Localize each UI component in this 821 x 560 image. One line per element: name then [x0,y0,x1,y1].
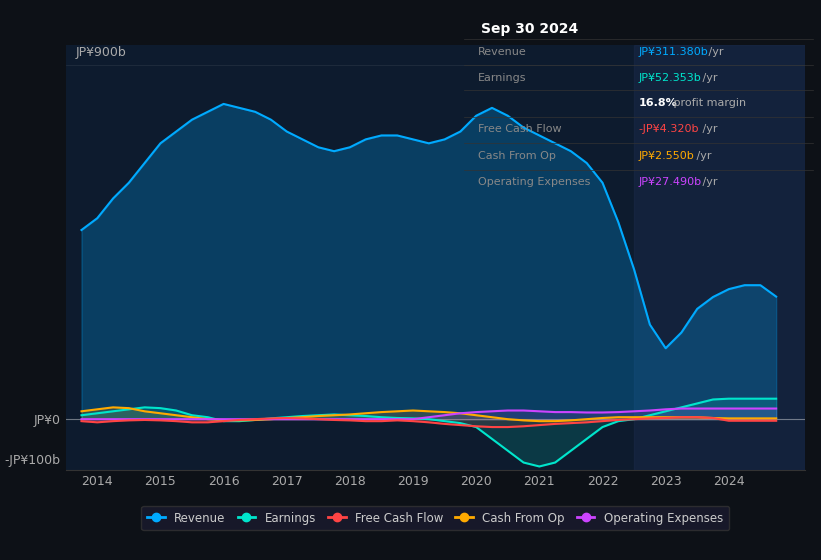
Bar [634,45,805,470]
Text: Sep 30 2024: Sep 30 2024 [481,22,579,36]
Text: /yr: /yr [699,178,718,187]
Text: /yr: /yr [699,124,718,134]
Text: JP¥311.380b: JP¥311.380b [639,47,708,57]
Text: /yr: /yr [694,151,712,161]
Text: Revenue: Revenue [478,47,526,57]
Text: profit margin: profit margin [670,98,745,108]
Text: JP¥52.353b: JP¥52.353b [639,73,701,83]
Text: 16.8%: 16.8% [639,98,677,108]
Text: Operating Expenses: Operating Expenses [478,178,590,187]
Text: /yr: /yr [699,73,718,83]
Text: -JP¥4.320b: -JP¥4.320b [639,124,699,134]
Text: Free Cash Flow: Free Cash Flow [478,124,562,134]
Text: Cash From Op: Cash From Op [478,151,556,161]
Text: JP¥900b: JP¥900b [76,45,126,59]
Text: JP¥27.490b: JP¥27.490b [639,178,701,187]
Legend: Revenue, Earnings, Free Cash Flow, Cash From Op, Operating Expenses: Revenue, Earnings, Free Cash Flow, Cash … [141,506,729,530]
Text: JP¥2.550b: JP¥2.550b [639,151,694,161]
Text: Earnings: Earnings [478,73,526,83]
Text: /yr: /yr [705,47,724,57]
